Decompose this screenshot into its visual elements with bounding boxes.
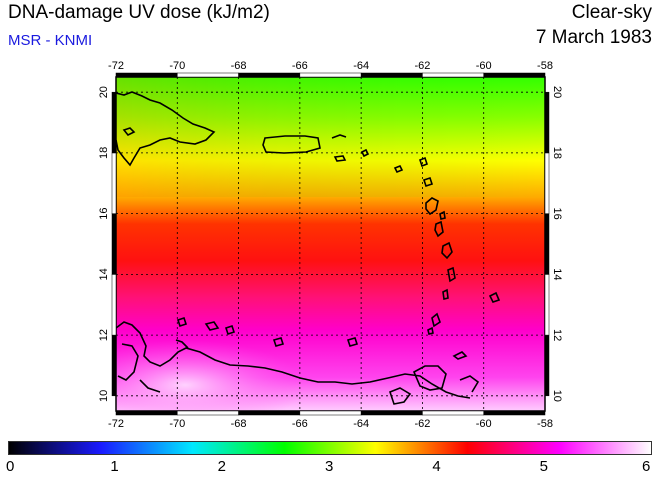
lon-tick-label: -62: [414, 418, 430, 430]
lon-tick-label: -68: [231, 60, 247, 72]
frame-segment: [544, 274, 550, 336]
colorbar-tick-label: 1: [110, 458, 119, 475]
virgin-islands-coast: [331, 134, 347, 139]
frame-segment: [360, 72, 423, 78]
frame-segment: [422, 72, 484, 78]
colorbar: [8, 441, 652, 455]
map-title: DNA-damage UV dose (kJ/m2): [8, 2, 270, 23]
lon-labels-bottom: -72 -70 -68 -66 -64 -62 -60 -58: [108, 418, 553, 430]
lat-tick-label: 12: [98, 329, 110, 341]
lat-labels-left: 10 12 14 16 18 20: [98, 86, 110, 402]
sky-condition-label: Clear-sky: [571, 2, 652, 23]
frame-segment: [483, 410, 546, 416]
colorbar-tick-label: 4: [432, 458, 441, 475]
colorbar-tick-label: 3: [325, 458, 334, 475]
lon-tick-label: -72: [108, 418, 124, 430]
frame-segment: [544, 91, 550, 154]
bonaire-coast: [224, 324, 236, 336]
colorbar-tick-label: 6: [642, 458, 651, 475]
lon-tick-label: -72: [108, 60, 124, 72]
frame-segment: [111, 152, 117, 214]
puerto-rico-coast: [262, 135, 321, 154]
lat-tick-label: 20: [98, 86, 110, 98]
frame-segment: [177, 72, 239, 78]
frame-segment: [115, 410, 178, 416]
frame-segment: [544, 213, 550, 275]
frame-segment: [111, 213, 117, 275]
uv-dose-map: -72 -70 -68 -66 -64 -62 -60 -58 -72 -70 -68 -66 -64…: [98, 60, 563, 430]
date-label: 7 March 1983: [535, 27, 652, 48]
lat-tick-label: 18: [98, 147, 110, 159]
lat-tick-label: 14: [551, 268, 563, 280]
lat-tick-label: 18: [551, 147, 563, 159]
maracaibo-lake-coast: [117, 343, 139, 381]
lon-tick-label: -58: [537, 418, 553, 430]
uv-field-peak: [116, 340, 305, 411]
south-america-coast: [116, 321, 471, 399]
frame-segment: [238, 72, 301, 78]
lon-tick-label: -64: [353, 418, 369, 430]
grenada-coast: [431, 312, 441, 328]
curacao-coast: [204, 321, 220, 331]
lat-tick-label: 20: [551, 86, 563, 98]
lon-labels-top: -72 -70 -68 -66 -64 -62 -60 -58: [108, 60, 553, 72]
frame-segment: [238, 410, 301, 416]
frame-segment: [299, 72, 362, 78]
uv-field-tilt: [116, 77, 545, 197]
frame-segment: [111, 274, 117, 336]
lon-tick-label: -66: [292, 60, 308, 72]
frame-segment: [544, 334, 550, 397]
martinique-coast: [441, 241, 453, 260]
frame-segment: [111, 334, 117, 397]
lon-tick-label: -66: [292, 418, 308, 430]
source-label: MSR - KNMI: [8, 32, 93, 49]
gridlines: [116, 77, 545, 411]
frame-segment: [299, 410, 362, 416]
frame-segment: [115, 72, 178, 78]
lat-tick-label: 16: [98, 208, 110, 220]
lon-tick-label: -70: [169, 418, 185, 430]
frame-segment: [360, 410, 423, 416]
lat-tick-label: 16: [551, 208, 563, 220]
lat-tick-label: 10: [98, 390, 110, 402]
hispaniola-coast: [116, 91, 216, 167]
frame-segment: [483, 72, 546, 78]
lon-tick-label: -70: [169, 60, 185, 72]
tobago-coast: [452, 351, 468, 360]
colorbar-tick-label: 0: [6, 458, 15, 475]
lat-tick-label: 14: [98, 268, 110, 280]
lon-tick-label: -58: [537, 60, 553, 72]
st-lucia-coast: [447, 266, 456, 283]
lon-tick-label: -64: [353, 60, 369, 72]
frame-segment: [177, 410, 239, 416]
lat-tick-label: 10: [551, 390, 563, 402]
lon-tick-label: -68: [231, 418, 247, 430]
lat-tick-label: 12: [551, 329, 563, 341]
frame-segment: [544, 152, 550, 214]
frame-ticks: [111, 72, 550, 416]
lon-tick-label: -60: [476, 418, 492, 430]
lon-tick-label: -60: [476, 60, 492, 72]
frame-segment: [111, 91, 117, 154]
coastlines: [116, 91, 501, 405]
aruba-coast: [176, 316, 188, 328]
colorbar-tick-label: 5: [539, 458, 548, 475]
lat-labels-right: 10 12 14 16 18 20: [551, 86, 563, 402]
lon-tick-label: -62: [414, 60, 430, 72]
frame-segment: [422, 410, 484, 416]
guadeloupe-coast: [425, 197, 439, 216]
dominica-coast: [434, 220, 444, 238]
colorbar-tick-label: 2: [217, 458, 226, 475]
trinidad-coast: [412, 365, 447, 391]
